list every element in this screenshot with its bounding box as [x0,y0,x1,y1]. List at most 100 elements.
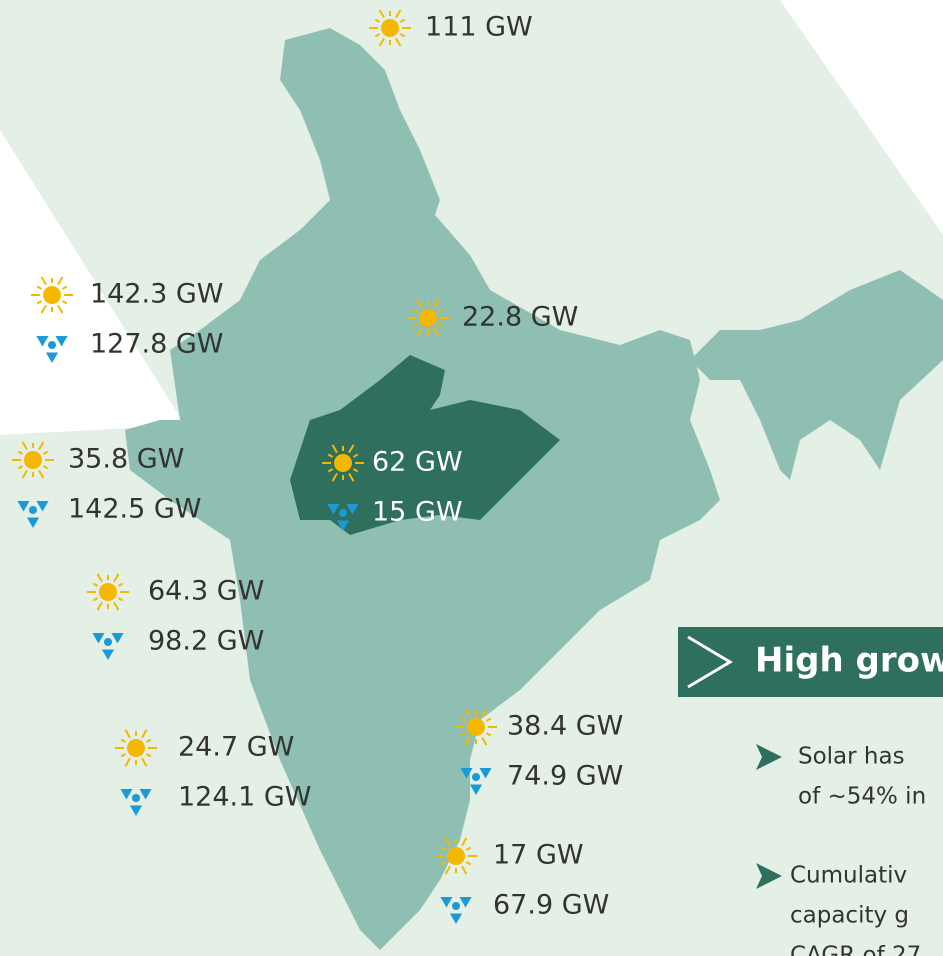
sun-ray [433,299,440,309]
northeast-shape [690,270,943,480]
sun-ray [464,708,471,718]
sun-ray [120,738,127,743]
sun-icon [115,729,157,767]
wind-capacity: 67.9 GW [493,890,609,921]
bullet-text: CAGR of 27 [790,943,921,956]
icon-blade [36,501,49,512]
sun-ray [36,285,43,290]
sun-ray [412,308,419,313]
sun-ray [331,472,338,482]
wind-capacity: 127.8 GW [90,329,224,360]
banner-chevron [687,635,733,689]
wind-capacity: 74.9 GW [507,761,623,792]
icon-blade [336,520,350,531]
icon-blade [469,784,483,795]
sun-ray [120,753,127,758]
sun-ray [374,33,381,38]
sun-icon [407,299,449,337]
icon-blade [139,789,152,800]
sun-ray [36,300,43,305]
icon-blade [129,805,143,816]
sun-ray [399,18,406,23]
bullet-text: capacity g [790,903,909,929]
icon-hub [48,341,56,349]
wind-capacity: 142.5 GW [68,494,202,525]
sun-core [447,847,465,865]
sun-ray [113,601,120,611]
wind-icon [17,501,49,528]
panel-title: High grow [755,641,943,681]
sun-ray [416,327,423,337]
icon-blade [111,633,124,644]
sun-icon [455,708,497,746]
sun-ray [141,757,148,767]
sun-ray [124,757,131,767]
sun-ray [113,573,120,583]
background-wedge [0,0,185,435]
background-wedge [780,0,943,235]
sun-ray [460,732,467,737]
sun-ray [38,441,45,451]
sun-ray [461,837,468,847]
sun-ray [485,717,492,722]
sun-ray [433,327,440,337]
sun-core [334,454,352,472]
sun-ray [440,861,447,866]
icon-blade [26,517,40,528]
sun-ray [61,285,68,290]
sun-icon [369,9,411,47]
sun-ray [61,300,68,305]
sun-core [99,583,117,601]
sun-ray [42,465,49,470]
icon-hub [132,794,140,802]
sun-core [467,718,485,736]
solar-capacity: 62 GW [372,447,463,478]
icon-blade [460,768,473,779]
sun-ray [92,582,99,587]
wind-icon [120,789,152,816]
wind-icon [327,504,359,531]
sun-ray [40,304,47,314]
bullet-text: Cumulativ [790,863,907,889]
solar-capacity: 111 GW [425,12,533,43]
wind-capacity: 98.2 GW [148,626,264,657]
bullet-arrow [756,744,782,770]
sun-ray [352,468,359,473]
sun-ray [327,468,334,473]
sun-core [127,739,145,757]
icon-blade [36,336,49,347]
icon-blade [459,897,472,908]
panel-banner [678,627,943,697]
bullets: Solar has of ~54% in Cumulativ capacity g CA… [756,744,926,956]
sun-ray [412,323,419,328]
sun-ray [348,444,355,454]
sun-ray [21,441,28,451]
sun-ray [17,465,24,470]
icon-hub [29,506,37,514]
sun-ray [38,469,45,479]
sun-ray [352,453,359,458]
bullet-text: of ~54% in [798,784,926,810]
bullet-text: Solar has [798,744,905,770]
sun-ray [145,753,152,758]
highlight-state [290,355,560,535]
wind-icon [460,768,492,795]
sun-icon [322,444,364,482]
sun-ray [57,276,64,286]
icon-blade [120,789,133,800]
sun-ray [92,597,99,602]
sun-ray [21,469,28,479]
icon-blade [101,649,115,660]
sun-ray [395,9,402,19]
sun-ray [145,738,152,743]
wind-capacity: 124.1 GW [178,782,312,813]
labels: 111 GW 142.3 GW 127.8 GW 22.8 GW 35.8 GW 142.… [12,9,623,924]
icon-hub [339,509,347,517]
sun-core [43,286,61,304]
wind-icon [36,336,68,363]
icon-blade [17,501,30,512]
icon-hub [472,773,480,781]
sun-core [419,309,437,327]
sun-ray [141,729,148,739]
